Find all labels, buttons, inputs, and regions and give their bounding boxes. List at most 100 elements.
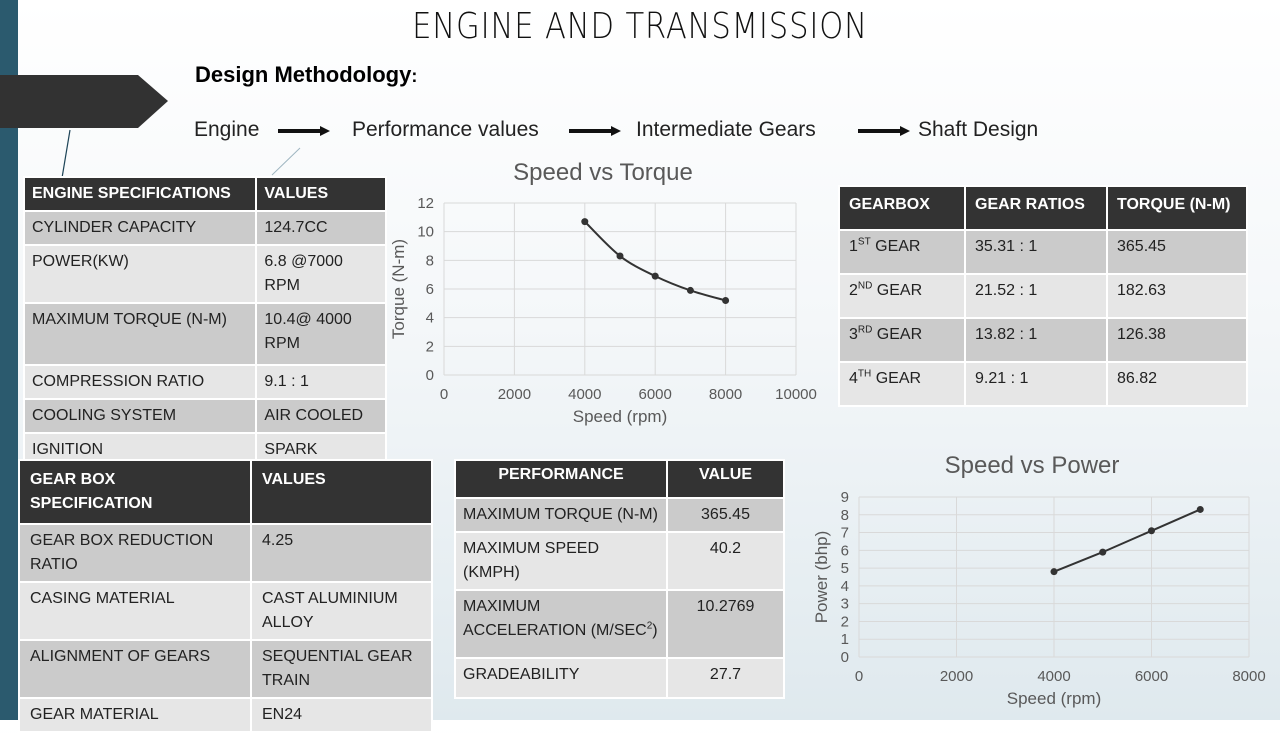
x-tick-label: 8000 — [709, 386, 742, 403]
x-axis-label: Speed (rpm) — [1007, 689, 1101, 708]
y-tick-label: 3 — [841, 596, 849, 613]
data-point — [651, 272, 659, 280]
gear-ratio: 13.82 : 1 — [964, 317, 1108, 363]
y-tick-label: 4 — [426, 310, 434, 327]
y-tick-label: 0 — [841, 649, 849, 666]
y-tick-label: 4 — [841, 578, 849, 595]
data-point — [722, 296, 730, 304]
table-row: GRADEABILITY 27.7 — [454, 657, 785, 699]
spec-label: CYLINDER CAPACITY — [22, 210, 258, 246]
gear-name: 4TH GEAR — [838, 361, 966, 407]
table-row: MAXIMUM TORQUE (N-M) 10.4@ 4000 RPM — [22, 302, 387, 366]
gear-number: 4 — [849, 370, 858, 387]
engine-spec-table: ENGINE SPECIFICATIONS VALUES CYLINDER CA… — [22, 176, 387, 492]
gear-torque: 182.63 — [1106, 273, 1248, 319]
gear-ratios-header: GEAR RATIOS — [964, 185, 1108, 231]
y-tick-label: 9 — [841, 489, 849, 506]
performance-header: PERFORMANCE — [454, 459, 668, 499]
x-tick-label: 4000 — [1037, 668, 1070, 685]
subtitle-text: Design Methodology — [195, 62, 412, 87]
y-tick-label: 0 — [426, 367, 434, 384]
side-accent-bar — [0, 0, 18, 720]
speed-torque-chart: Speed vs Torque 0 2 4 6 8 10 12 0 2000 4000 6000 800… — [389, 159, 817, 426]
table-row: 1ST GEAR 35.31 : 1 365.45 — [838, 229, 1248, 275]
data-point — [581, 218, 589, 226]
y-tick-label: 6 — [426, 281, 434, 298]
y-axis-label: Torque (N-m) — [389, 239, 408, 339]
spec-label: MAXIMUM TORQUE (N-M) — [22, 302, 258, 366]
spec-value: 6.8 @7000 RPM — [255, 244, 387, 304]
data-point — [1148, 527, 1155, 535]
spec-label: GEAR BOX REDUCTION RATIO — [18, 523, 252, 583]
performance-value: 27.7 — [666, 657, 785, 699]
table-row: 2ND GEAR 21.52 : 1 182.63 — [838, 273, 1248, 319]
superscript: RD — [857, 324, 873, 336]
flow-arrow-icon — [858, 126, 910, 136]
gear-number: 3 — [849, 326, 858, 343]
y-tick-label: 5 — [841, 560, 849, 577]
y-tick-label: 7 — [841, 525, 849, 542]
table-row: MAXIMUM ACCELERATION (M/SEC2) 10.2769 — [454, 589, 785, 659]
spec-label: POWER(KW) — [22, 244, 258, 304]
gearbox-spec-table: GEAR BOX SPECIFICATION VALUES GEAR BOX R… — [18, 459, 433, 733]
table-row: CASING MATERIAL CAST ALUMINIUM ALLOY — [18, 581, 433, 641]
gearbox-spec-header: GEAR BOX SPECIFICATION — [18, 459, 252, 525]
gear-suffix: GEAR — [872, 282, 923, 299]
performance-value: 10.2769 — [666, 589, 785, 659]
y-tick-label: 8 — [841, 507, 849, 524]
spec-label: COOLING SYSTEM — [22, 398, 258, 434]
gear-ratio-table: GEARBOX GEAR RATIOS TORQUE (N-M) 1ST GEA… — [838, 185, 1248, 407]
table-row: 4TH GEAR 9.21 : 1 86.82 — [838, 361, 1248, 407]
table-row: GEAR BOX REDUCTION RATIO 4.25 — [18, 523, 433, 583]
y-tick-label: 10 — [417, 224, 434, 241]
x-tick-label: 6000 — [639, 386, 672, 403]
performance-label-text: MAXIMUM ACCELERATION (M/SEC — [463, 598, 647, 639]
y-tick-label: 2 — [841, 613, 849, 630]
y-tick-label: 6 — [841, 542, 849, 559]
gear-suffix: GEAR — [871, 370, 922, 387]
gear-torque: 86.82 — [1106, 361, 1248, 407]
table-row: 3RD GEAR 13.82 : 1 126.38 — [838, 317, 1248, 363]
data-point — [1099, 548, 1107, 556]
spec-value: CAST ALUMINIUM ALLOY — [250, 581, 433, 641]
performance-value: 365.45 — [666, 497, 785, 533]
performance-label: GRADEABILITY — [454, 657, 668, 699]
spec-value: 4.25 — [250, 523, 433, 583]
y-tick-label: 2 — [426, 338, 434, 355]
x-tick-label: 0 — [855, 668, 863, 685]
x-tick-label: 10000 — [775, 386, 817, 403]
performance-label-tail: ) — [652, 622, 658, 639]
page-title: ENGINE AND TRANSMISSION — [412, 6, 868, 47]
performance-label: MAXIMUM ACCELERATION (M/SEC2) — [454, 589, 668, 659]
section-subtitle: Design Methodology: — [195, 62, 417, 88]
x-axis-label: Speed (rpm) — [573, 407, 667, 426]
table-row: COOLING SYSTEM AIR COOLED — [22, 398, 387, 434]
gear-ratio: 9.21 : 1 — [964, 361, 1108, 407]
engine-spec-header: ENGINE SPECIFICATIONS — [22, 176, 258, 212]
data-point — [1196, 505, 1204, 513]
table-row: COMPRESSION RATIO 9.1 : 1 — [22, 364, 387, 400]
spec-value: 9.1 : 1 — [255, 364, 387, 400]
performance-label: MAXIMUM SPEED (KMPH) — [454, 531, 668, 591]
title-banner-arrow — [0, 75, 168, 128]
performance-value-header: VALUE — [666, 459, 785, 499]
performance-table: PERFORMANCE VALUE MAXIMUM TORQUE (N-M) 36… — [454, 459, 785, 699]
spec-value: 10.4@ 4000 RPM — [255, 302, 387, 366]
superscript: ST — [857, 236, 871, 248]
gear-ratio: 21.52 : 1 — [964, 273, 1108, 319]
gearbox-header: GEARBOX — [838, 185, 966, 231]
performance-value: 40.2 — [666, 531, 785, 591]
flow-step-engine: Engine — [194, 118, 260, 141]
superscript: 2 — [646, 620, 653, 632]
torque-header: TORQUE (N-M) — [1106, 185, 1248, 231]
x-tick-label: 0 — [440, 386, 448, 403]
gear-name: 2ND GEAR — [838, 273, 966, 319]
data-point — [1050, 568, 1058, 576]
performance-label: MAXIMUM TORQUE (N-M) — [454, 497, 668, 533]
subtitle-colon: : — [411, 66, 418, 86]
gear-suffix: GEAR — [872, 326, 923, 343]
gear-torque: 365.45 — [1106, 229, 1248, 275]
y-axis-label: Power (bhp) — [812, 531, 831, 624]
gear-ratio: 35.31 : 1 — [964, 229, 1108, 275]
